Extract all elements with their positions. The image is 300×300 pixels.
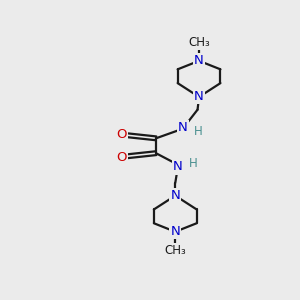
Text: O: O (116, 151, 127, 164)
Text: N: N (170, 225, 180, 238)
Text: N: N (194, 54, 204, 67)
Text: H: H (189, 157, 198, 170)
Text: N: N (170, 189, 180, 202)
Text: N: N (194, 90, 204, 104)
Text: N: N (178, 121, 188, 134)
Text: CH₃: CH₃ (164, 244, 186, 257)
Text: O: O (116, 128, 127, 141)
Text: CH₃: CH₃ (188, 36, 210, 49)
Text: N: N (173, 160, 182, 173)
Text: H: H (194, 125, 203, 138)
